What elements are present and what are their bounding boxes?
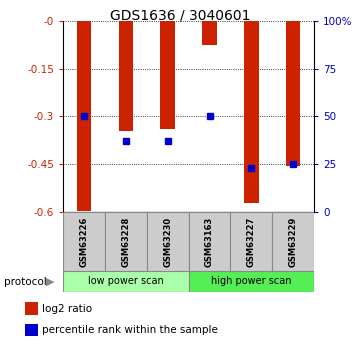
- Text: GSM63230: GSM63230: [163, 216, 172, 267]
- Bar: [244, 21, 259, 203]
- Text: low power scan: low power scan: [88, 276, 164, 286]
- Text: protocol: protocol: [4, 277, 46, 287]
- Bar: [77, 21, 91, 210]
- Text: GDS1636 / 3040601: GDS1636 / 3040601: [110, 9, 251, 23]
- Bar: [63, 271, 188, 292]
- Bar: [25, 324, 38, 336]
- Text: ▶: ▶: [45, 277, 54, 287]
- Bar: [286, 21, 300, 166]
- Bar: [188, 271, 314, 292]
- Text: GSM63163: GSM63163: [205, 216, 214, 267]
- Bar: [188, 212, 230, 271]
- Bar: [202, 21, 217, 45]
- Bar: [230, 212, 272, 271]
- Text: GSM63226: GSM63226: [79, 216, 88, 267]
- Bar: [118, 21, 133, 131]
- Text: GSM63229: GSM63229: [289, 216, 298, 267]
- Bar: [25, 302, 38, 315]
- Bar: [160, 21, 175, 129]
- Text: GSM63227: GSM63227: [247, 216, 256, 267]
- Bar: [147, 212, 188, 271]
- Text: high power scan: high power scan: [211, 276, 292, 286]
- Bar: [272, 212, 314, 271]
- Text: log2 ratio: log2 ratio: [43, 304, 92, 314]
- Bar: [63, 212, 105, 271]
- Bar: [105, 212, 147, 271]
- Text: GSM63228: GSM63228: [121, 216, 130, 267]
- Text: percentile rank within the sample: percentile rank within the sample: [43, 325, 218, 335]
